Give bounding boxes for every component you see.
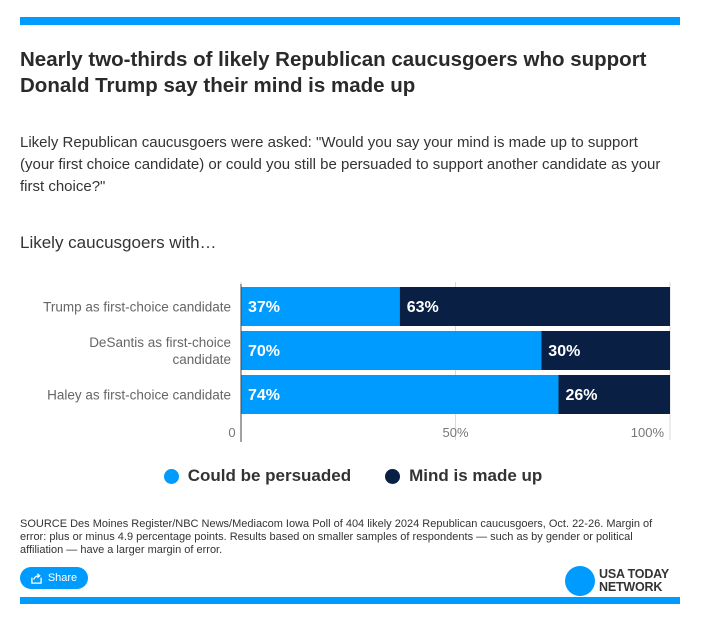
logo-circle — [565, 566, 595, 596]
bar-0-1 — [399, 287, 670, 326]
category-label-1: DeSantis as first-choice candidate — [89, 335, 231, 367]
usa-today-network-logo: USA TODAY NETWORK — [565, 566, 669, 596]
legend-swatch-made-up — [385, 468, 401, 484]
chart-legend: Could be persuaded Mind is made up — [0, 466, 706, 486]
logo-line-2: NETWORK — [599, 580, 663, 594]
data-label-0-0: 37% — [248, 299, 280, 316]
bar-1-1 — [541, 331, 670, 370]
survey-question: Likely Republican caucusgoers were asked… — [20, 134, 661, 195]
legend-item-persuaded: Could be persuaded — [163, 466, 352, 486]
tick-label-0: 0 — [228, 425, 235, 440]
share-icon — [31, 572, 42, 584]
category-label-line: Haley as first-choice candidate — [47, 388, 231, 403]
data-label-2-0: 74% — [248, 387, 280, 404]
legend-item-made-up: Mind is made up — [385, 466, 542, 486]
logo-text: USA TODAY NETWORK — [599, 568, 669, 594]
tick-label-2: 100% — [631, 425, 665, 440]
tick-label-1: 50% — [442, 425, 468, 440]
legend-swatch-persuaded — [163, 468, 179, 484]
chart-title: Nearly two-thirds of likely Republican c… — [20, 48, 647, 97]
bar-2-0 — [241, 375, 559, 414]
share-button[interactable]: Share — [20, 567, 88, 589]
bar-2-1 — [558, 375, 670, 414]
category-label-line: Trump as first-choice candidate — [43, 300, 231, 315]
bottom-accent-bar — [20, 597, 680, 604]
category-label-0: Trump as first-choice candidate — [43, 300, 231, 315]
data-label-2-1: 26% — [565, 387, 597, 404]
data-label-1-1: 30% — [548, 343, 580, 360]
stacked-bar-chart: 37% 63% Trump as first-choice candidate 70%… — [43, 282, 671, 442]
legend-label-persuaded: Could be persuaded — [187, 466, 352, 485]
bar-1-0 — [241, 331, 542, 370]
category-label-2: Haley as first-choice candidate — [47, 388, 231, 403]
data-label-0-1: 63% — [407, 299, 439, 316]
source-note: SOURCE Des Moines Register/NBC News/Medi… — [20, 518, 653, 556]
legend-label-made-up: Mind is made up — [409, 466, 543, 485]
bar-0-0 — [241, 287, 400, 326]
top-accent-bar — [20, 17, 680, 25]
category-label-line: DeSantis as first-choice — [89, 335, 231, 350]
chart-subheading: Likely caucusgoers with… — [20, 233, 217, 252]
data-label-1-0: 70% — [248, 343, 280, 360]
category-label-line: candidate — [172, 352, 231, 367]
logo-line-1: USA TODAY — [599, 567, 669, 581]
share-label: Share — [47, 572, 78, 584]
